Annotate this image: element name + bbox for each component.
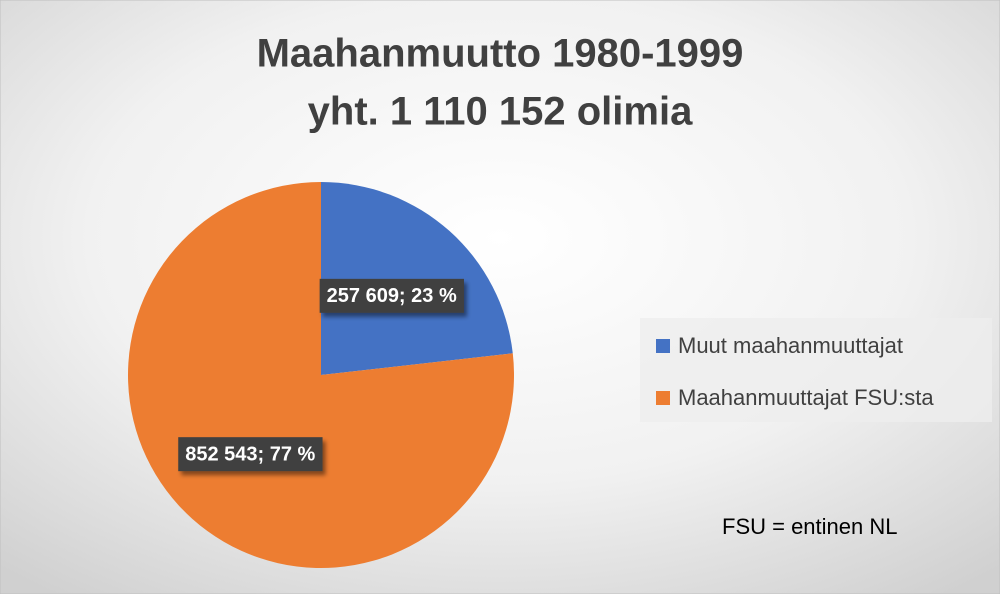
data-label: 852 543; 77 % [185,443,315,465]
legend-label: Maahanmuuttajat FSU:sta [678,385,934,410]
chart-subtitle: yht. 1 110 152 olimia [308,90,693,134]
data-label-group: 257 609; 23 % [319,278,464,313]
data-label-group: 852 543; 77 % [178,437,323,472]
legend-box [640,318,992,422]
chart-title: Maahanmuutto 1980-1999 [257,32,744,76]
pie-slice [321,182,513,375]
annotation: FSU = entinen NL [722,514,897,539]
legend-swatch [656,391,670,405]
pie-slice [127,182,514,568]
legend-label: Muut maahanmuuttajat [678,333,903,358]
legend-swatch [656,339,670,353]
data-label: 257 609; 23 % [327,285,457,307]
data-label-box [178,437,323,472]
data-label-box [319,278,464,313]
